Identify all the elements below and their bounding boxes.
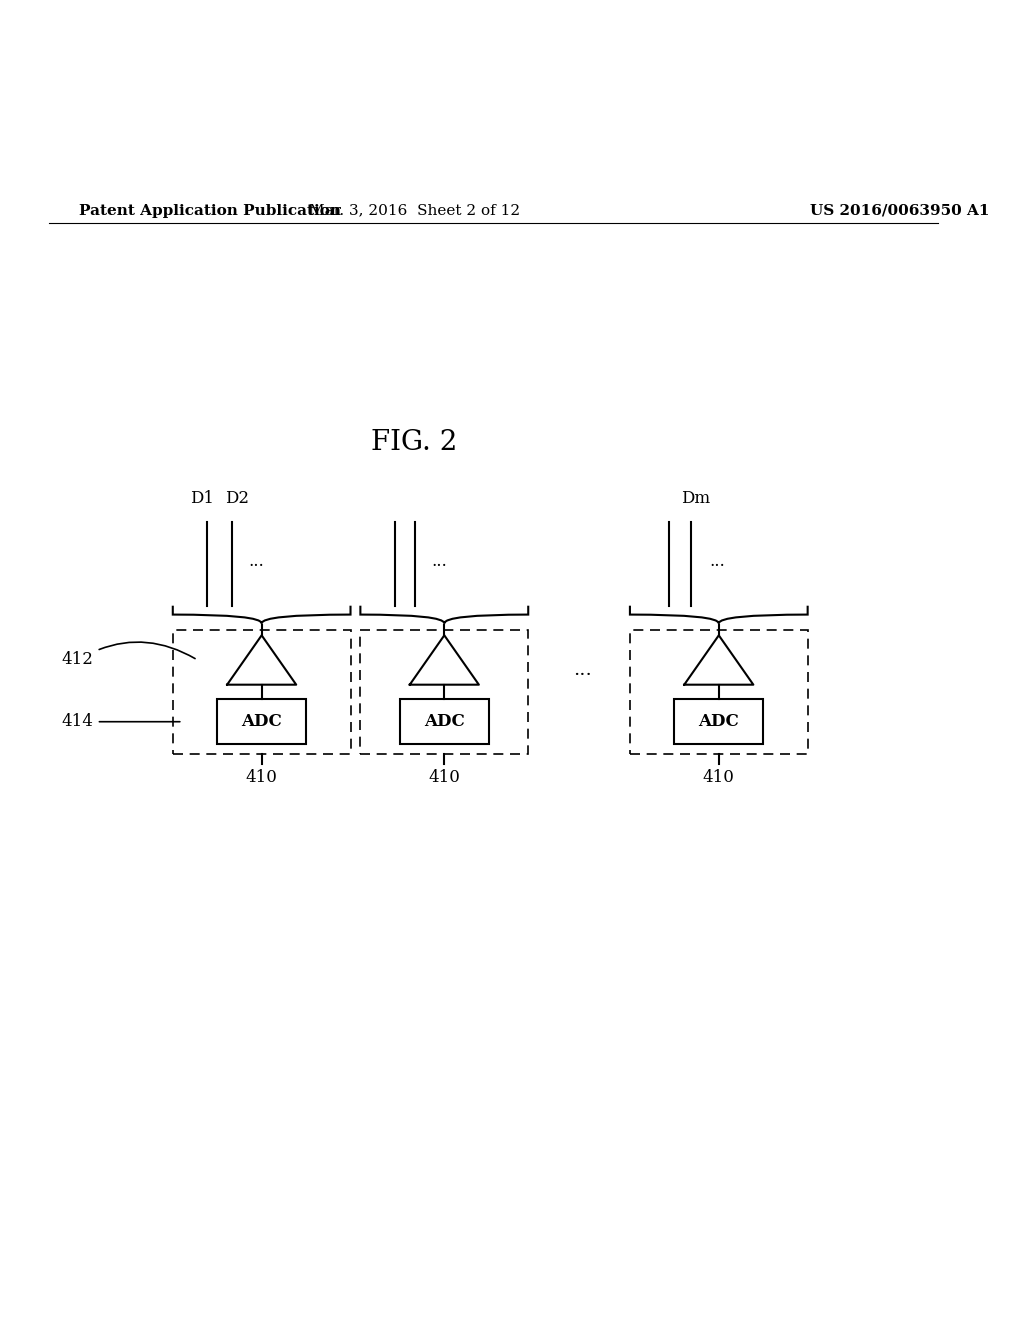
Text: D1: D1 [190, 490, 214, 507]
Text: FIG. 2: FIG. 2 [372, 429, 458, 457]
Text: US 2016/0063950 A1: US 2016/0063950 A1 [810, 203, 989, 218]
Text: ...: ... [249, 553, 264, 570]
Text: 410: 410 [428, 768, 460, 785]
Text: ...: ... [431, 553, 447, 570]
Text: Dm: Dm [682, 490, 711, 507]
Text: 412: 412 [61, 642, 196, 668]
Text: ...: ... [709, 553, 725, 570]
Bar [400, 700, 488, 744]
Bar [217, 700, 306, 744]
Text: Mar. 3, 2016  Sheet 2 of 12: Mar. 3, 2016 Sheet 2 of 12 [309, 203, 520, 218]
Text: ...: ... [573, 661, 592, 678]
Text: ADC: ADC [242, 713, 282, 730]
Text: Patent Application Publication: Patent Application Publication [79, 203, 341, 218]
Bar [675, 700, 763, 744]
Bar [173, 631, 350, 754]
Bar [360, 631, 528, 754]
Text: ADC: ADC [698, 713, 739, 730]
Bar [630, 631, 808, 754]
Text: ADC: ADC [424, 713, 465, 730]
Text: D2: D2 [225, 490, 249, 507]
Text: 410: 410 [246, 768, 278, 785]
Text: 414: 414 [61, 713, 180, 730]
Text: 410: 410 [702, 768, 735, 785]
